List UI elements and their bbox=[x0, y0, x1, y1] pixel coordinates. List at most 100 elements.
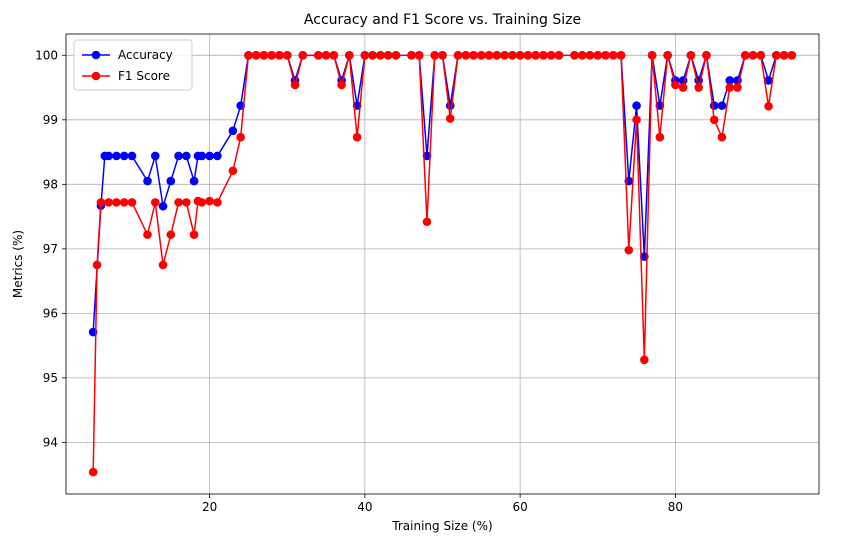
data-point bbox=[414, 50, 424, 60]
data-point bbox=[150, 151, 160, 161]
legend: Accuracy F1 Score bbox=[73, 39, 193, 91]
data-point bbox=[546, 50, 556, 60]
plot-frame bbox=[65, 33, 820, 495]
data-point bbox=[438, 50, 447, 60]
data-point bbox=[647, 50, 657, 60]
data-point bbox=[725, 76, 735, 85]
data-point bbox=[259, 50, 269, 60]
data-point bbox=[702, 50, 711, 60]
y-tick-label: 94 bbox=[43, 435, 58, 449]
y-tick-label: 97 bbox=[43, 242, 58, 256]
legend-label: Accuracy bbox=[118, 48, 173, 62]
data-point bbox=[632, 101, 641, 110]
data-point bbox=[678, 83, 688, 92]
data-point bbox=[484, 50, 494, 60]
data-point bbox=[143, 176, 152, 186]
data-point bbox=[228, 166, 238, 176]
data-point bbox=[733, 83, 742, 92]
y-tick-label: 98 bbox=[43, 177, 58, 191]
series-layer bbox=[88, 50, 797, 477]
y-tick-label: 99 bbox=[43, 113, 58, 127]
data-point bbox=[337, 80, 346, 90]
data-point bbox=[772, 50, 781, 60]
data-point bbox=[228, 126, 238, 136]
data-point bbox=[383, 50, 393, 60]
data-point bbox=[391, 50, 401, 60]
data-point bbox=[182, 198, 191, 207]
data-point bbox=[376, 50, 385, 60]
data-point bbox=[500, 50, 509, 60]
data-point bbox=[329, 50, 339, 60]
data-point bbox=[593, 50, 603, 60]
data-point bbox=[251, 50, 261, 60]
data-point bbox=[127, 151, 137, 161]
y-tick-label: 100 bbox=[35, 48, 58, 62]
legend-box bbox=[73, 39, 193, 91]
data-point bbox=[601, 50, 610, 60]
data-point bbox=[663, 50, 672, 60]
data-point bbox=[608, 50, 618, 60]
data-point bbox=[104, 198, 113, 207]
data-point bbox=[213, 151, 222, 161]
data-point bbox=[321, 50, 331, 60]
data-point bbox=[709, 101, 719, 110]
data-point bbox=[655, 132, 665, 142]
data-point bbox=[422, 217, 432, 227]
data-point bbox=[531, 50, 540, 60]
data-point bbox=[213, 198, 222, 207]
x-tick-label: 40 bbox=[357, 500, 372, 514]
data-point bbox=[709, 115, 719, 125]
data-point bbox=[632, 115, 641, 125]
data-point bbox=[422, 151, 432, 161]
x-axis-label: Training Size (%) bbox=[391, 519, 492, 533]
data-point bbox=[182, 151, 191, 161]
data-point bbox=[453, 50, 463, 60]
legend-marker bbox=[91, 71, 101, 81]
ticks: 20 40 60 80 94 95 96 97 98 99 100 bbox=[35, 48, 683, 514]
data-point bbox=[461, 50, 471, 60]
legend-item: Accuracy bbox=[82, 48, 173, 62]
legend-marker bbox=[91, 50, 101, 60]
data-point bbox=[686, 50, 696, 60]
data-point bbox=[764, 76, 773, 85]
data-point bbox=[360, 50, 370, 60]
data-point bbox=[205, 196, 214, 206]
data-point bbox=[112, 151, 121, 161]
data-point bbox=[764, 101, 773, 111]
x-tick-label: 20 bbox=[202, 500, 217, 514]
data-point bbox=[166, 230, 176, 239]
data-point bbox=[407, 50, 416, 60]
x-tick-label: 60 bbox=[512, 500, 527, 514]
data-point bbox=[717, 101, 727, 110]
data-point bbox=[477, 50, 486, 60]
data-point bbox=[515, 50, 525, 60]
data-point bbox=[694, 83, 703, 92]
data-point bbox=[96, 198, 106, 207]
data-point bbox=[174, 198, 183, 207]
data-point bbox=[523, 50, 533, 60]
data-point bbox=[158, 260, 168, 270]
data-point bbox=[127, 198, 137, 207]
data-point bbox=[282, 50, 292, 60]
data-point bbox=[585, 50, 595, 60]
data-point bbox=[570, 50, 579, 60]
data-point bbox=[166, 176, 176, 186]
data-point bbox=[275, 50, 284, 60]
data-point bbox=[104, 151, 113, 161]
data-point bbox=[313, 50, 323, 60]
y-axis-label: Metrics (%) bbox=[11, 230, 25, 298]
data-point bbox=[158, 201, 168, 211]
data-point bbox=[189, 230, 199, 239]
data-point bbox=[577, 50, 587, 60]
data-point bbox=[197, 151, 207, 161]
data-point bbox=[748, 50, 758, 60]
data-point bbox=[197, 198, 207, 207]
data-point bbox=[368, 50, 377, 60]
data-point bbox=[779, 50, 789, 60]
data-point bbox=[508, 50, 517, 60]
y-tick-label: 96 bbox=[43, 306, 58, 320]
data-point bbox=[740, 50, 750, 60]
data-point bbox=[205, 151, 214, 161]
data-point bbox=[725, 83, 735, 92]
